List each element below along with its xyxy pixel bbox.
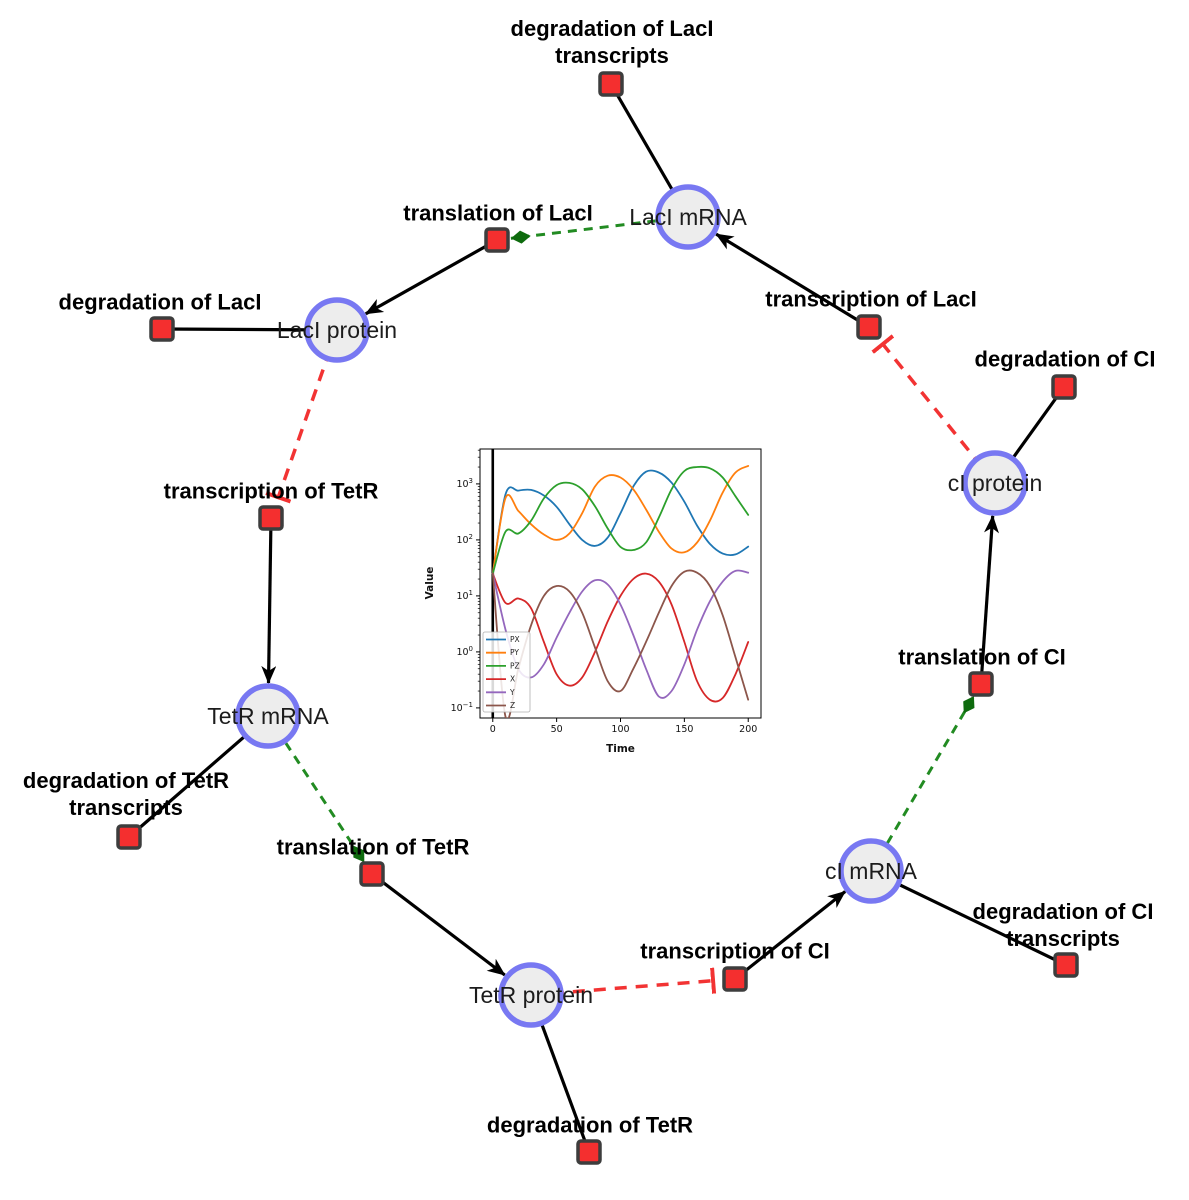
x-tick-label: 50 (551, 724, 563, 735)
reaction-label-deg-ci-tx-line2: transcripts (1006, 926, 1120, 951)
series-curve-PX (491, 469, 750, 575)
species-label-laci-protein: LacI protein (277, 317, 397, 343)
species-label-ci-mrna: cI mRNA (825, 858, 918, 884)
legend-label-X: X (510, 675, 515, 684)
reaction-node-deg-laci[interactable] (149, 316, 175, 342)
y-tick-label: 101 (456, 589, 473, 602)
reaction-label-transl-tetr-line1: translation of TetR (277, 835, 470, 860)
species-node-laci-mrna[interactable] (655, 184, 721, 250)
reaction-node-txn-ci[interactable] (722, 966, 748, 992)
edge-modifier-ci-mrna-transl-ci (869, 695, 976, 872)
series-curve-PZ (491, 465, 750, 575)
legend-label-Y: Y (509, 688, 515, 697)
species-node-laci-protein[interactable] (304, 297, 370, 363)
species-node-tetr-mrna[interactable] (235, 683, 301, 749)
reaction-label-deg-tetr-tx-line2: transcripts (69, 795, 183, 820)
edge-modifier-laci-mrna-transl-laci (510, 215, 689, 244)
y-tick-label: 10−1 (451, 701, 473, 714)
reaction-label-transl-ci-line1: translation of CI (898, 645, 1065, 670)
reaction-label-deg-ci-tx-line1: degradation of CI (973, 899, 1154, 924)
y-tick-label: 100 (456, 645, 473, 658)
legend-label-PY: PY (510, 648, 519, 657)
series-curve-Z (491, 569, 750, 718)
y-tick-label: 102 (456, 533, 473, 546)
reaction-node-deg-ci-tx[interactable] (1053, 952, 1079, 978)
reaction-label-deg-laci-line1: degradation of LacI (59, 290, 262, 315)
edge-production-transl-ci-ci-protein (979, 514, 1000, 685)
edge-production-transl-tetr-tetr-protein (371, 872, 506, 977)
x-tick-label: 100 (611, 724, 629, 735)
reaction-node-transl-laci[interactable] (484, 227, 510, 253)
edge-production-txn-laci-laci-mrna (715, 232, 870, 329)
reaction-label-deg-laci-tx-line1: degradation of LacI (511, 16, 714, 41)
reaction-node-txn-tetr[interactable] (258, 505, 284, 531)
legend-label-Z: Z (510, 701, 515, 710)
x-tick-label: 150 (675, 724, 693, 735)
legend-box (482, 631, 531, 713)
species-node-ci-protein[interactable] (962, 450, 1028, 516)
reaction-label-txn-ci-line1: transcription of CI (640, 939, 829, 964)
edge-modifier-tetr-mrna-transl-tetr (266, 715, 366, 864)
reaction-node-txn-laci[interactable] (856, 314, 882, 340)
species-node-ci-mrna[interactable] (838, 838, 904, 904)
reaction-node-transl-tetr[interactable] (359, 861, 385, 887)
reaction-label-deg-tetr-line1: degradation of TetR (487, 1113, 693, 1138)
reaction-label-txn-tetr-line1: transcription of TetR (164, 479, 379, 504)
y-tick-label: 103 (456, 477, 473, 490)
reaction-node-deg-ci[interactable] (1051, 374, 1077, 400)
reaction-node-deg-tetr[interactable] (576, 1139, 602, 1165)
species-node-tetr-protein[interactable] (498, 962, 564, 1028)
y-axis-label: Value (424, 567, 436, 600)
x-tick-label: 0 (490, 724, 496, 735)
edge-consumption-ci-mrna-deg-ci-tx (870, 869, 1067, 967)
x-axis-label: Time (606, 743, 635, 755)
edge-production-txn-ci-ci-mrna (734, 890, 847, 981)
x-tick-label: 200 (739, 724, 757, 735)
species-label-laci-mrna: LacI mRNA (629, 204, 747, 230)
series-curve-Y (491, 569, 750, 699)
edge-production-txn-tetr-tetr-mrna (261, 517, 277, 685)
reaction-node-deg-tetr-tx[interactable] (116, 824, 142, 850)
reaction-node-deg-laci-tx[interactable] (598, 71, 624, 97)
series-curve-PY (491, 465, 750, 575)
reaction-label-deg-ci-line1: degradation of CI (975, 347, 1156, 372)
edge-production-transl-laci-laci-protein (364, 238, 498, 316)
species-label-tetr-mrna: TetR mRNA (207, 703, 329, 729)
legend-label-PX: PX (510, 635, 520, 644)
reaction-label-deg-laci-tx-line2: transcripts (555, 43, 669, 68)
reaction-label-deg-tetr-tx-line1: degradation of TetR (23, 768, 229, 793)
reaction-label-txn-laci-line1: transcription of LacI (765, 287, 976, 312)
reaction-node-transl-ci[interactable] (968, 671, 994, 697)
species-label-ci-protein: cI protein (948, 470, 1043, 496)
legend-label-PZ: PZ (510, 661, 520, 670)
species-label-tetr-protein: TetR protein (469, 982, 593, 1008)
reaction-label-transl-laci-line1: translation of LacI (403, 201, 592, 226)
